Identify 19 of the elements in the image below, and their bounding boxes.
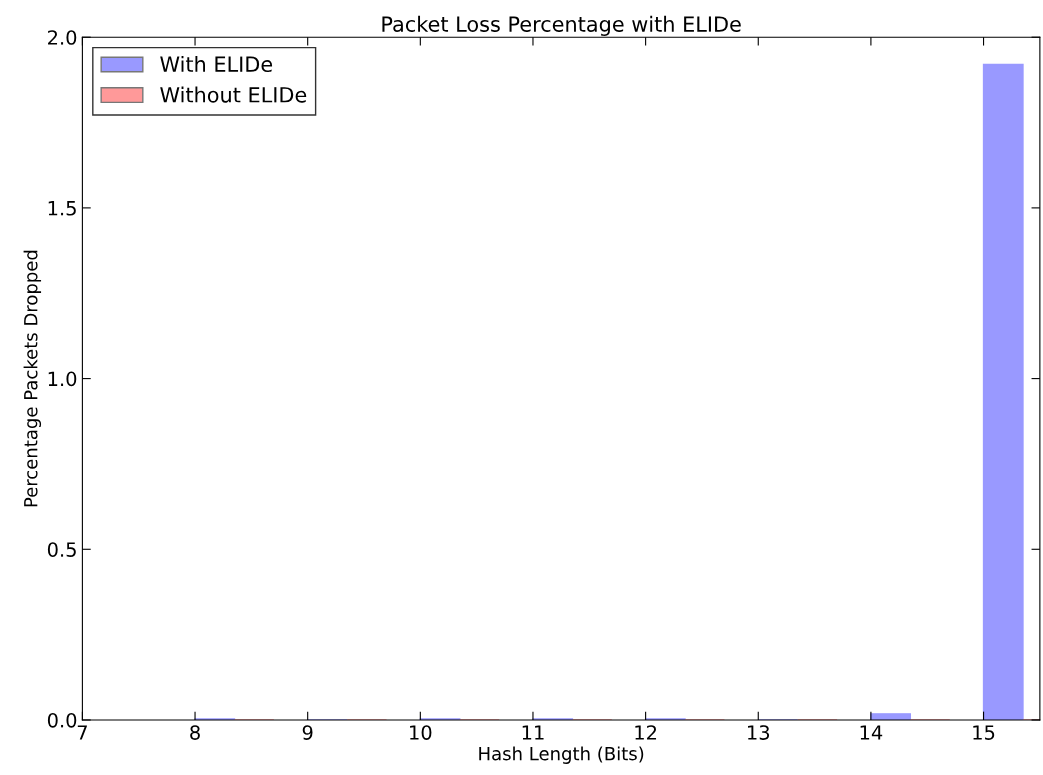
y-tick-label: 0.0 (47, 712, 77, 728)
y-tick-label: 0.5 (47, 542, 76, 557)
y-tick-label: 2.0 (48, 30, 77, 45)
y-tick-label: 1.0 (48, 371, 77, 387)
x-axis-title: Hash Length (Bits) (479, 746, 644, 764)
x-tick-label: 11 (522, 725, 544, 740)
chart-title: Packet Loss Percentage with ELIDe (382, 15, 741, 36)
x-tick-label: 13 (748, 725, 770, 740)
y-axis-title: Percentage Packets Dropped (23, 250, 42, 507)
y-tick-label: 1.5 (48, 201, 76, 216)
x-tick-label: 15 (973, 725, 995, 740)
x-tick-label: 8 (190, 725, 200, 740)
x-tick-label: 14 (860, 725, 883, 740)
legend-label: Without ELIDe (160, 86, 307, 103)
x-tick-label: 12 (635, 725, 657, 740)
x-tick-label: 10 (410, 725, 432, 740)
x-tick-label: 7 (77, 725, 87, 740)
x-tick-label: 9 (302, 725, 313, 740)
legend-label: With ELIDe (160, 55, 273, 73)
